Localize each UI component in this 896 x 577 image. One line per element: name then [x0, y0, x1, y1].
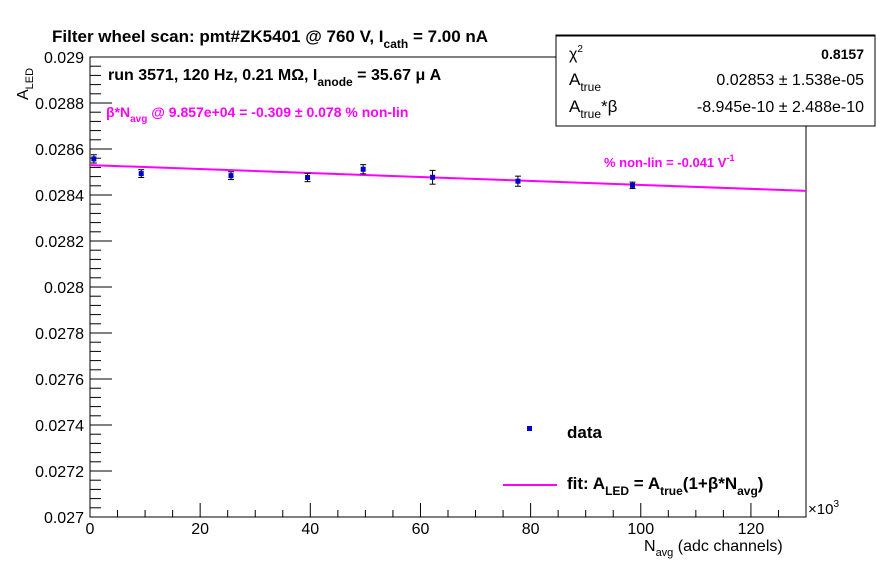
data-points	[90, 154, 636, 190]
run-info: run 3571, 120 Hz, 0.21 MΩ, Ianode = 35.6…	[108, 67, 442, 89]
data-point	[515, 178, 521, 184]
stats-chi2-label: χ2	[569, 44, 583, 63]
x-tick-label: 0	[86, 521, 95, 538]
x-tick-label: 120	[738, 521, 765, 538]
stats-chi2-value: 0.8157	[821, 46, 864, 62]
y-tick-label: 0.0276	[35, 372, 84, 389]
y-tick-label: 0.0272	[35, 464, 84, 481]
stats-box: χ2 0.8157 Atrue 0.02853 ± 1.538e-05 Atru…	[555, 34, 876, 127]
data-point	[430, 174, 436, 180]
x-tick-label: 100	[627, 521, 654, 538]
x-tick-label: 80	[522, 521, 540, 538]
stats-beta-label: Atrue*β	[569, 97, 618, 121]
legend-data-marker	[527, 426, 532, 431]
y-tick-label: 0.0278	[35, 326, 84, 343]
x-tick-label: 60	[412, 521, 430, 538]
stats-beta-value: -8.945e-10 ± 2.488e-10	[697, 99, 864, 116]
data-point	[360, 166, 366, 172]
chart-title: Filter wheel scan: pmt#ZK5401 @ 760 V, I…	[52, 27, 488, 51]
y-tick-label: 0.027	[44, 510, 84, 527]
x-tick-label: 40	[301, 521, 319, 538]
stats-box-frame	[555, 34, 876, 127]
data-point	[91, 156, 97, 162]
data-point	[228, 173, 234, 179]
y-tick-label: 0.0288	[35, 96, 84, 113]
x-axis-label: Navg (adc channels)	[644, 538, 783, 559]
y-tick-label: 0.0286	[35, 142, 84, 159]
y-tick-label: 0.0274	[35, 418, 84, 435]
data-point	[138, 171, 144, 177]
data-point	[305, 175, 311, 181]
y-tick-label: 0.029	[44, 50, 84, 67]
legend-fit-label: fit: ALED = Atrue(1+β*Navg)	[567, 474, 763, 498]
legend-data-label: data	[567, 423, 603, 442]
slope-annotation: % non-lin = -0.041 V-1	[604, 153, 734, 170]
fit-line	[89, 164, 807, 192]
x-tick-label: 20	[191, 521, 209, 538]
fit-layer	[89, 164, 807, 192]
y-tick-label: 0.0282	[35, 234, 84, 251]
x-axis-multiplier: ×103	[808, 499, 839, 518]
y-axis-ticks: 0.027 0.0272 0.0274 0.0276 0.0278 0.028 0.0282…	[35, 50, 112, 527]
stats-atrue-value: 0.02853 ± 1.538e-05	[716, 72, 864, 89]
x-axis-ticks: 0 20 40 60 80 100 120	[86, 503, 807, 538]
y-tick-label: 0.028	[44, 280, 84, 297]
data-point	[630, 182, 636, 188]
legend: data fit: ALED = Atrue(1+β*Navg)	[503, 423, 763, 498]
y-axis-label: ALED	[15, 68, 36, 100]
y-tick-label: 0.0284	[35, 188, 84, 205]
stats-atrue-label: Atrue	[569, 70, 601, 94]
nonlin-annotation: β*Navg @ 9.857e+04 = -0.309 ± 0.078 % no…	[106, 104, 408, 125]
